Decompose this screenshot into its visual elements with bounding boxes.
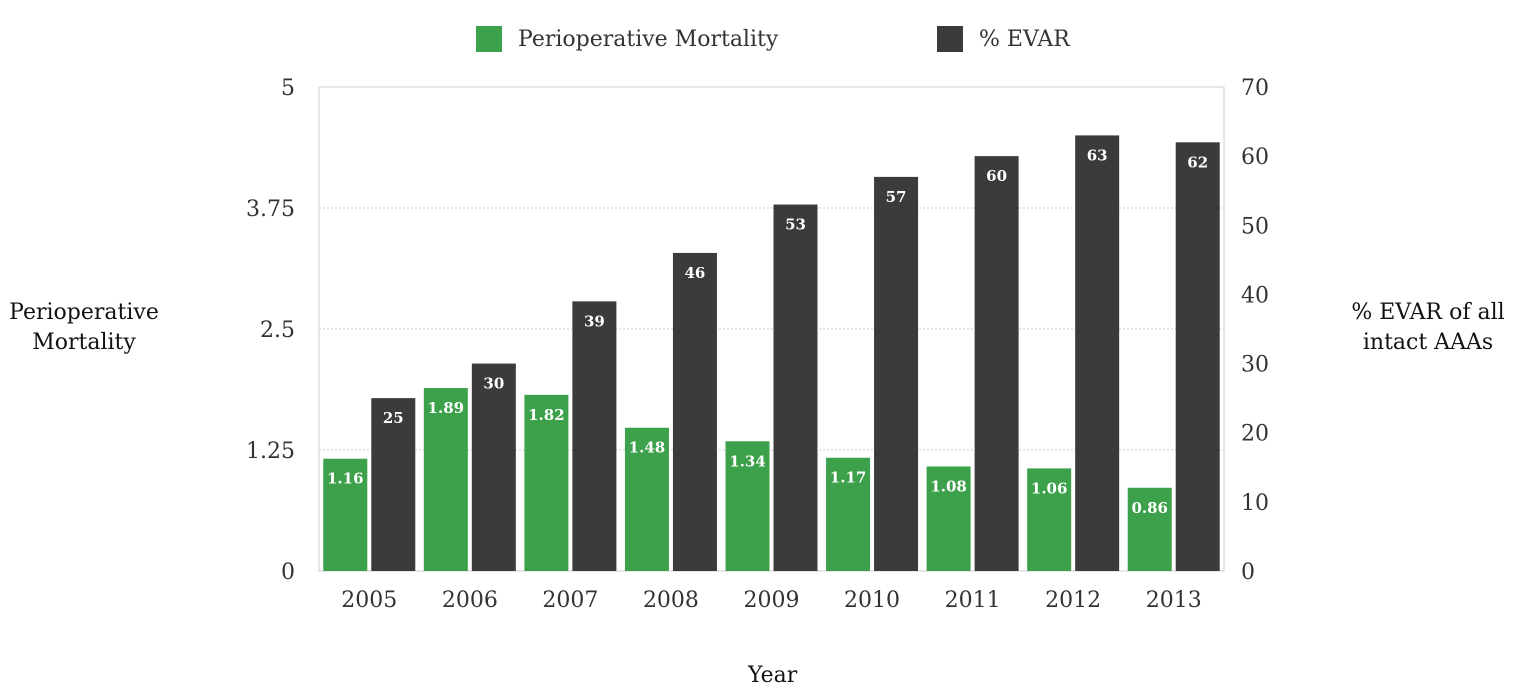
bar-mortality [926,466,971,571]
y-tick-right: 40 [1241,283,1269,308]
data-label-mortality: 1.06 [1031,479,1068,497]
y-tick-left: 2.5 [260,318,295,343]
data-label-evar: 46 [685,264,706,282]
data-label-mortality: 0.86 [1131,499,1168,517]
x-tick-label: 2010 [844,588,900,613]
y-tick-left: 1.25 [246,439,295,464]
y-tick-right: 20 [1241,422,1269,447]
bar-evar [1175,142,1220,572]
data-label-evar: 60 [986,167,1007,185]
data-label-mortality: 1.34 [729,452,766,470]
y-tick-right: 10 [1241,491,1269,516]
y-tick-right: 50 [1241,214,1269,239]
x-axis-label: Year [748,663,798,688]
x-tick-label: 2011 [945,588,1001,613]
y-tick-left: 3.75 [246,197,295,222]
y-tick-left: 5 [281,76,295,101]
data-label-mortality: 1.82 [528,406,565,424]
data-label-mortality: 1.48 [629,439,666,457]
data-label-mortality: 1.17 [830,469,867,487]
bar-mortality [725,441,770,571]
legend: Perioperative Mortality % EVAR [0,26,1526,60]
x-tick-label: 2008 [643,588,699,613]
bar-evar [974,156,1019,571]
bar-mortality [323,458,368,571]
legend-swatch-mortality [476,26,502,52]
legend-item-mortality: Perioperative Mortality [476,26,778,52]
y-axis-right-label: % EVAR of all intact AAAs [1351,300,1505,355]
data-label-evar: 39 [584,312,605,330]
y-tick-right: 0 [1241,560,1255,585]
bar-mortality [826,457,871,571]
x-tick-label: 2007 [542,588,598,613]
y-tick-left: 0 [281,560,295,585]
x-tick-label: 2006 [442,588,498,613]
data-label-evar: 30 [483,375,504,393]
data-label-evar: 53 [785,216,806,234]
y-tick-right: 30 [1241,353,1269,378]
legend-swatch-evar [937,26,963,52]
x-tick-label: 2009 [744,588,800,613]
data-label-evar: 57 [886,188,907,206]
data-label-evar: 63 [1087,146,1108,164]
x-tick-label: 2005 [341,588,397,613]
bar-mortality [423,388,468,571]
y-axis-left-label: Perioperative Mortality [9,300,159,355]
x-tick-label: 2013 [1146,588,1202,613]
data-label-mortality: 1.89 [428,399,465,417]
x-tick-label: 2012 [1045,588,1101,613]
y-tick-right: 60 [1241,145,1269,170]
y-tick-right: 70 [1241,76,1269,101]
bar-mortality [524,394,569,571]
data-label-evar: 25 [383,409,404,427]
bar-evar [672,252,717,571]
legend-label-evar: % EVAR [979,26,1070,52]
bar-mortality [1027,468,1072,571]
bar-evar [773,204,818,572]
legend-item-evar: % EVAR [937,26,1070,52]
bar-evar [572,301,617,571]
data-label-evar: 62 [1187,153,1208,171]
bar-evar [371,398,416,571]
bar-evar [1075,135,1120,571]
bar-mortality [624,427,669,571]
data-label-mortality: 1.08 [930,477,967,495]
bar-evar [874,176,919,571]
legend-label-mortality: Perioperative Mortality [518,26,779,52]
bar-evar [471,363,516,571]
data-label-mortality: 1.16 [327,470,364,488]
plot-frame [318,86,1225,572]
bar-mortality [1127,487,1172,571]
